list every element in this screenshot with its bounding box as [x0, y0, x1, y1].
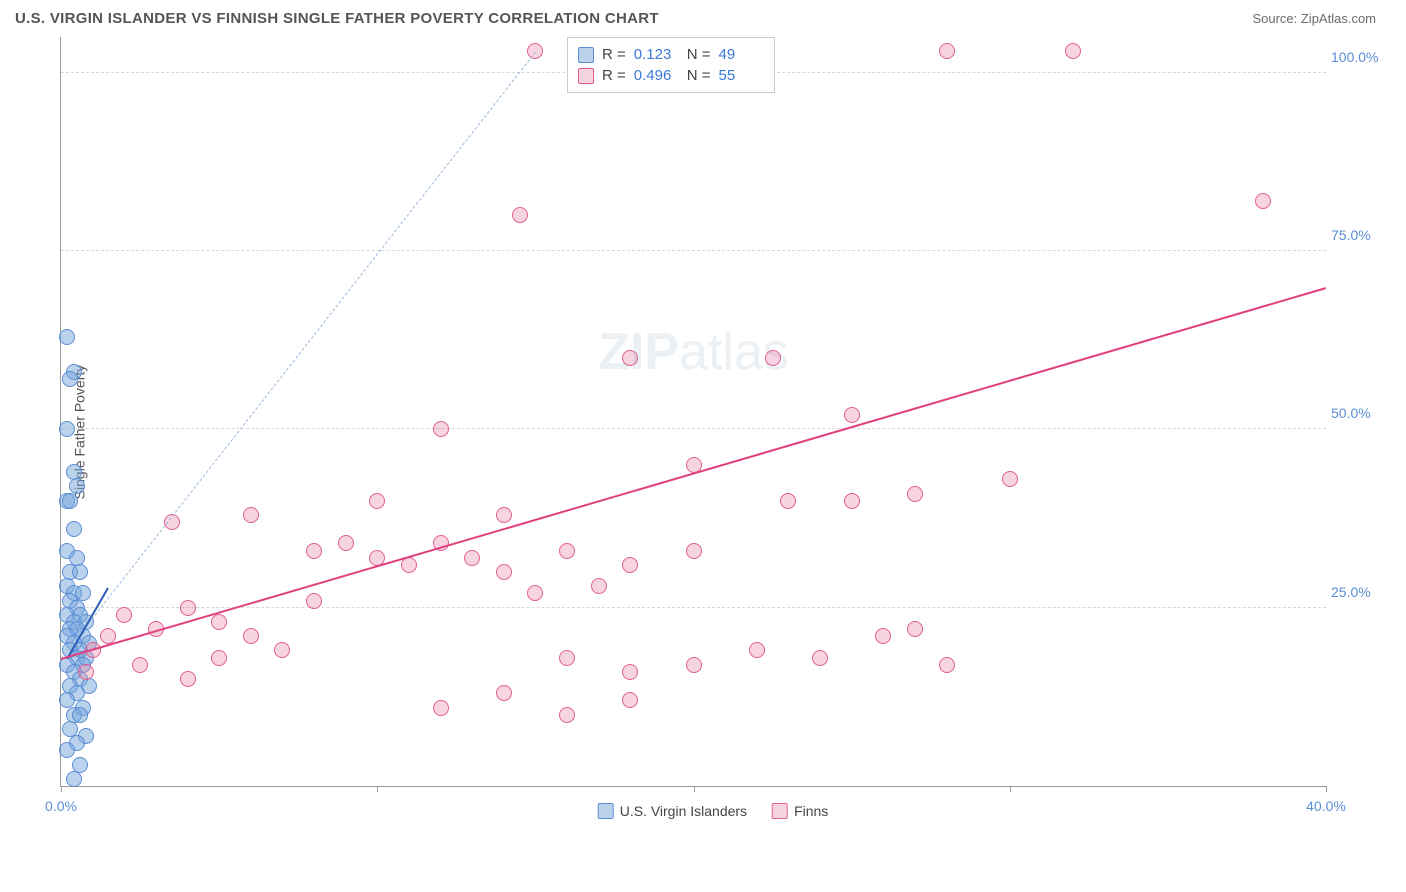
- guide-line: [61, 51, 536, 658]
- trend-line: [61, 287, 1327, 660]
- data-point: [686, 543, 702, 559]
- source-attribution: Source: ZipAtlas.com: [1252, 11, 1376, 26]
- data-point: [907, 486, 923, 502]
- data-point: [78, 664, 94, 680]
- data-point: [59, 329, 75, 345]
- data-point: [274, 642, 290, 658]
- legend-swatch: [578, 47, 594, 63]
- data-point: [780, 493, 796, 509]
- chart-container: Single Father Poverty ZIPatlas R =0.123N…: [50, 37, 1376, 827]
- legend-item: U.S. Virgin Islanders: [598, 803, 747, 819]
- data-point: [464, 550, 480, 566]
- data-point: [62, 493, 78, 509]
- data-point: [622, 664, 638, 680]
- data-point: [844, 493, 860, 509]
- data-point: [559, 707, 575, 723]
- legend-swatch: [578, 68, 594, 84]
- data-point: [1065, 43, 1081, 59]
- data-point: [306, 593, 322, 609]
- x-tick-mark: [377, 786, 378, 792]
- legend-label: U.S. Virgin Islanders: [620, 803, 747, 819]
- data-point: [559, 650, 575, 666]
- y-tick-label: 75.0%: [1331, 227, 1376, 243]
- n-value: 49: [719, 46, 764, 63]
- chart-title: U.S. VIRGIN ISLANDER VS FINNISH SINGLE F…: [15, 10, 659, 27]
- data-point: [686, 657, 702, 673]
- data-point: [496, 507, 512, 523]
- n-value: 55: [719, 67, 764, 84]
- data-point: [512, 207, 528, 223]
- legend-row: R = 0.496 N = 55: [578, 65, 764, 86]
- data-point: [211, 614, 227, 630]
- r-value: 0.123: [634, 46, 679, 63]
- data-point: [338, 535, 354, 551]
- data-point: [72, 564, 88, 580]
- y-tick-label: 25.0%: [1331, 584, 1376, 600]
- data-point: [243, 507, 259, 523]
- x-tick-mark: [1326, 786, 1327, 792]
- data-point: [844, 407, 860, 423]
- data-point: [765, 350, 781, 366]
- data-point: [496, 564, 512, 580]
- gridline-h: [61, 428, 1326, 429]
- gridline-h: [61, 250, 1326, 251]
- legend-label: Finns: [794, 803, 828, 819]
- data-point: [243, 628, 259, 644]
- x-tick-label: 0.0%: [45, 798, 77, 814]
- r-value: 0.496: [634, 67, 679, 84]
- legend-swatch: [772, 803, 788, 819]
- x-tick-mark: [1010, 786, 1011, 792]
- n-label: N =: [687, 67, 711, 84]
- n-label: N =: [687, 46, 711, 63]
- data-point: [59, 742, 75, 758]
- x-tick-mark: [694, 786, 695, 792]
- data-point: [433, 421, 449, 437]
- legend-swatch: [598, 803, 614, 819]
- data-point: [527, 585, 543, 601]
- data-point: [591, 578, 607, 594]
- data-point: [180, 600, 196, 616]
- data-point: [812, 650, 828, 666]
- r-label: R =: [602, 67, 626, 84]
- data-point: [1255, 193, 1271, 209]
- data-point: [559, 543, 575, 559]
- data-point: [72, 707, 88, 723]
- y-tick-label: 100.0%: [1331, 49, 1376, 65]
- data-point: [132, 657, 148, 673]
- data-point: [496, 685, 512, 701]
- x-tick-mark: [61, 786, 62, 792]
- data-point: [907, 621, 923, 637]
- data-point: [62, 371, 78, 387]
- data-point: [749, 642, 765, 658]
- watermark-bold: ZIP: [598, 323, 679, 381]
- data-point: [939, 657, 955, 673]
- data-point: [116, 607, 132, 623]
- data-point: [622, 350, 638, 366]
- data-point: [180, 671, 196, 687]
- data-point: [306, 543, 322, 559]
- data-point: [59, 421, 75, 437]
- plot-area: ZIPatlas R =0.123N =49R =0.496N =55 25.0…: [60, 37, 1326, 787]
- data-point: [622, 557, 638, 573]
- data-point: [1002, 471, 1018, 487]
- legend-row: R = 0.123 N = 49: [578, 44, 764, 65]
- legend-item: Finns: [772, 803, 828, 819]
- data-point: [622, 692, 638, 708]
- data-point: [66, 771, 82, 787]
- data-point: [66, 521, 82, 537]
- data-point: [369, 493, 385, 509]
- series-legend: U.S. Virgin Islanders Finns: [598, 803, 829, 819]
- data-point: [211, 650, 227, 666]
- correlation-legend: R = 0.123 N = 49 R = 0.496 N = 55: [567, 37, 775, 93]
- r-label: R =: [602, 46, 626, 63]
- x-tick-label: 40.0%: [1306, 798, 1346, 814]
- data-point: [433, 700, 449, 716]
- data-point: [875, 628, 891, 644]
- data-point: [939, 43, 955, 59]
- y-tick-label: 50.0%: [1331, 405, 1376, 421]
- gridline-h: [61, 607, 1326, 608]
